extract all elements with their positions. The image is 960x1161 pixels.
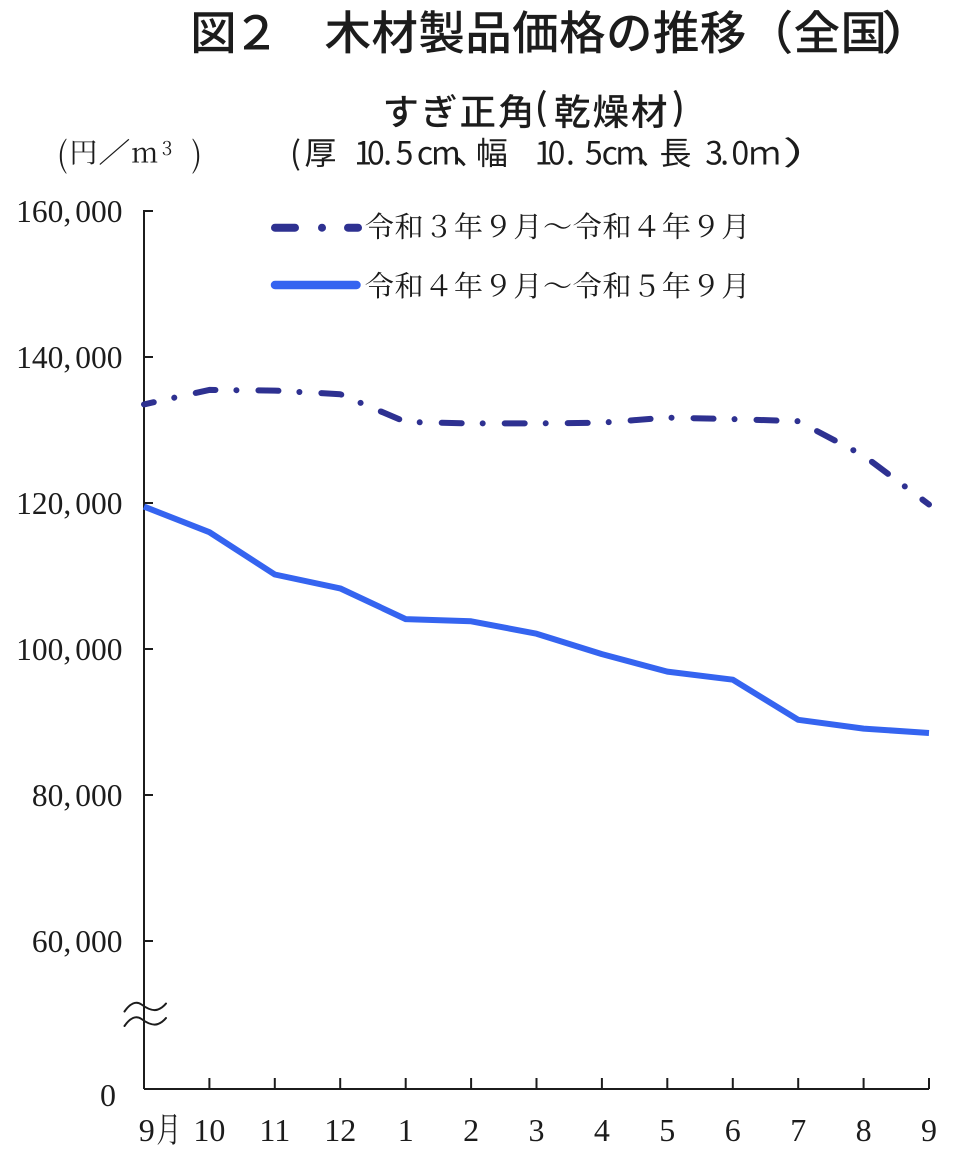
svg-text:100,000: 100, 000 <box>16 632 122 667</box>
svg-text:4: 4 <box>594 1112 610 1148</box>
svg-text:9: 9 <box>921 1112 937 1148</box>
svg-text:60,000: 60, 000 <box>32 924 123 959</box>
svg-text:11: 11 <box>259 1112 290 1148</box>
svg-text:12: 12 <box>324 1112 356 1148</box>
svg-text:2: 2 <box>463 1112 479 1148</box>
svg-text:7: 7 <box>790 1112 806 1148</box>
svg-text:140,000: 140, 000 <box>16 340 122 375</box>
svg-text:0: 0 <box>100 1077 116 1113</box>
svg-text:3: 3 <box>529 1112 545 1148</box>
svg-text:5: 5 <box>659 1112 675 1148</box>
svg-text:6: 6 <box>725 1112 741 1148</box>
svg-text:120,000: 120, 000 <box>16 486 122 521</box>
svg-text:8: 8 <box>856 1112 872 1148</box>
svg-text:1: 1 <box>398 1112 414 1148</box>
svg-text:80,000: 80, 000 <box>32 778 123 813</box>
svg-text:160,000: 160, 000 <box>16 194 122 229</box>
svg-text:9: 9 <box>139 1112 155 1148</box>
svg-text:10: 10 <box>193 1112 225 1148</box>
